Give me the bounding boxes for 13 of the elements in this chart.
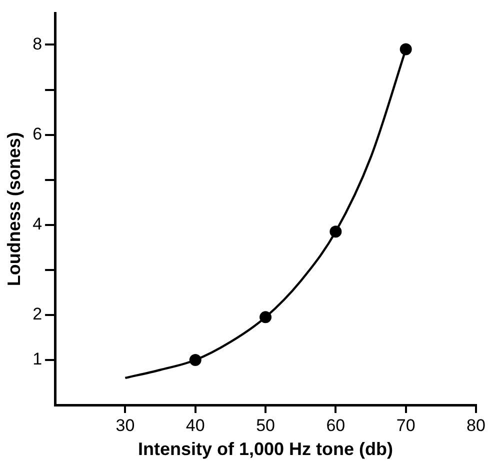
x-axis-title: Intensity of 1,000 Hz tone (db) — [138, 439, 394, 460]
y-tick-label: 1 — [32, 350, 42, 369]
x-tick-label: 80 — [466, 416, 486, 435]
x-tick-label: 70 — [396, 416, 416, 435]
y-tick-label: 4 — [32, 214, 42, 234]
y-tick-label: 8 — [32, 34, 42, 54]
y-tick-label: 6 — [32, 124, 42, 144]
x-tick-label: 60 — [326, 416, 346, 435]
y-tick-label: 2 — [32, 304, 42, 324]
x-tick-label: 50 — [256, 416, 275, 435]
y-axis-title: Loudness (sones) — [4, 132, 24, 286]
x-tick-label: 30 — [116, 416, 135, 435]
x-tick-label: 40 — [186, 416, 205, 435]
